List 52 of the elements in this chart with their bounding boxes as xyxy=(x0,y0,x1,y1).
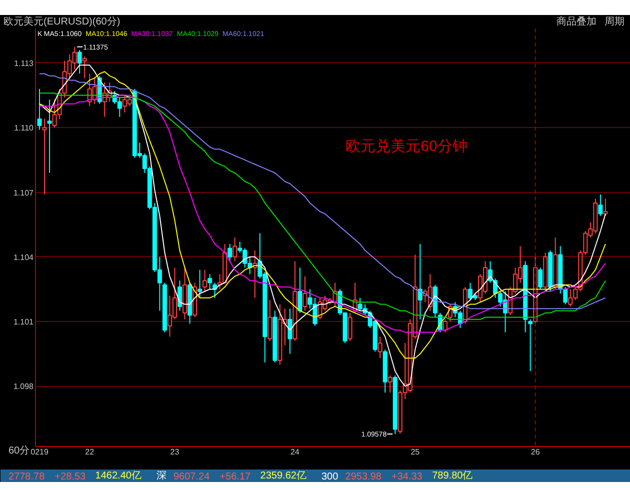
candlestick xyxy=(598,194,603,216)
candlestick xyxy=(208,274,212,290)
text: 789.80亿 xyxy=(432,470,473,482)
x-tick-label: 0219 xyxy=(30,448,49,456)
candlestick xyxy=(228,243,232,262)
candlestick xyxy=(418,243,422,320)
candlestick xyxy=(538,267,543,290)
text: 2778.78 xyxy=(8,472,46,482)
candlestick xyxy=(77,50,82,74)
candlestick xyxy=(42,118,47,195)
text: 深 xyxy=(156,470,166,482)
text: +34.33 xyxy=(392,472,423,482)
text: +56.17 xyxy=(220,472,252,482)
candlestick xyxy=(198,269,202,298)
text: 9607.24 xyxy=(174,472,210,482)
candlestick xyxy=(202,269,208,292)
text: 1462.40亿 xyxy=(95,470,142,482)
candlestick xyxy=(528,318,533,372)
x-tick-label: 23 xyxy=(170,448,180,456)
candlestick xyxy=(603,198,608,216)
candlestick xyxy=(37,88,42,130)
annotation: 欧元兑美元60分钟 xyxy=(346,138,468,155)
candlestick xyxy=(268,299,272,342)
text: +28.53 xyxy=(54,472,86,482)
y-tick-label: 1.107 xyxy=(13,188,34,198)
text: 周期 xyxy=(604,16,624,28)
x-tick-label: 22 xyxy=(85,448,95,456)
candlestick xyxy=(232,237,238,262)
x-tick-label: 26 xyxy=(530,448,540,456)
y-tick-label: 1.104 xyxy=(13,252,34,262)
y-tick-label: 1.101 xyxy=(13,318,34,327)
candlestick xyxy=(177,280,182,312)
candlestick xyxy=(298,267,302,314)
candlestick xyxy=(348,312,352,342)
text: 2359.62亿 xyxy=(260,470,306,482)
candlestick xyxy=(82,56,87,79)
chart-title: 欧元美元(EURUSD)(60分) xyxy=(4,16,120,28)
text: 2953.98 xyxy=(345,472,382,482)
y-tick-label: 1.098 xyxy=(13,382,34,392)
x-tick-label: 25 xyxy=(410,448,420,456)
x-tick-label: 24 xyxy=(290,448,300,456)
y-tick-label: 1.113 xyxy=(14,58,34,68)
candlestick xyxy=(563,286,568,305)
text: 300 xyxy=(322,472,339,482)
text: 60分 xyxy=(8,444,30,456)
candlestick xyxy=(388,374,392,394)
candlestick xyxy=(302,276,308,312)
candlestick xyxy=(288,308,292,354)
candlestick xyxy=(378,336,382,359)
candlestick xyxy=(47,99,52,174)
text: 商品叠加 xyxy=(556,16,596,28)
y-tick-label: 1.110 xyxy=(14,124,34,133)
